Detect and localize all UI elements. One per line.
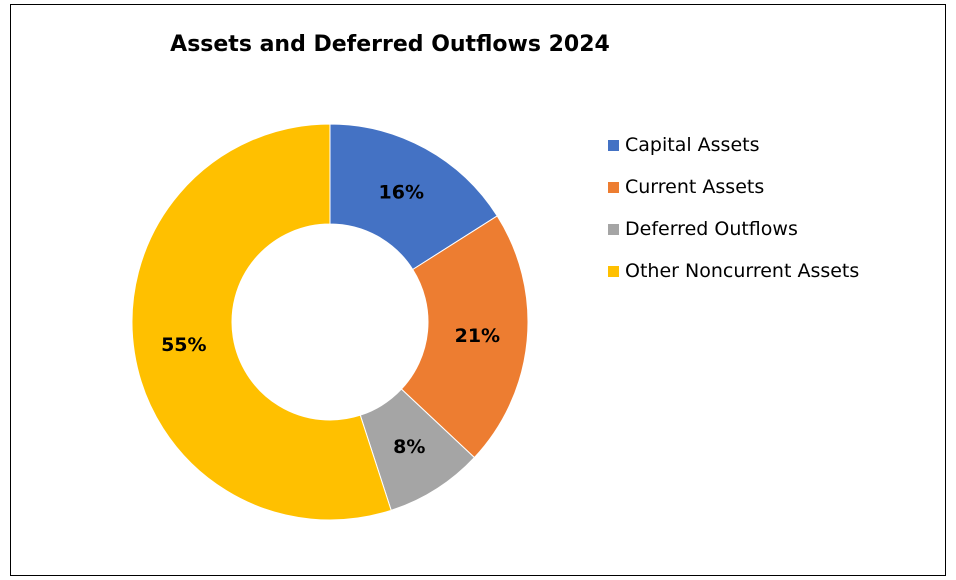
- data-label-current-assets: 21%: [455, 325, 500, 347]
- legend-label: Capital Assets: [625, 134, 760, 156]
- legend-item-capital-assets: Capital Assets: [608, 124, 859, 166]
- legend-swatch: [608, 223, 619, 235]
- legend-label: Deferred Outflows: [625, 218, 798, 240]
- donut-slice-capital-assets: [329, 123, 498, 271]
- legend-swatch: [608, 265, 619, 277]
- chart-legend: Capital Assets Current Assets Deferred O…: [608, 124, 859, 292]
- chart-title: Assets and Deferred Outflows 2024: [170, 32, 610, 57]
- legend-item-current-assets: Current Assets: [608, 166, 859, 208]
- legend-item-deferred-outflows: Deferred Outflows: [608, 208, 859, 250]
- legend-swatch: [608, 139, 619, 151]
- legend-item-other-noncurrent-assets: Other Noncurrent Assets: [608, 250, 859, 292]
- donut-slice-current-assets: [400, 215, 529, 459]
- data-label-deferred-outflows: 8%: [393, 436, 425, 458]
- data-label-capital-assets: 16%: [379, 181, 424, 203]
- legend-swatch: [608, 181, 619, 193]
- data-label-other-noncurrent-assets: 55%: [161, 334, 206, 356]
- legend-label: Other Noncurrent Assets: [625, 260, 860, 282]
- donut-slice-other-noncurrent-assets: [131, 123, 392, 521]
- legend-label: Current Assets: [625, 176, 765, 198]
